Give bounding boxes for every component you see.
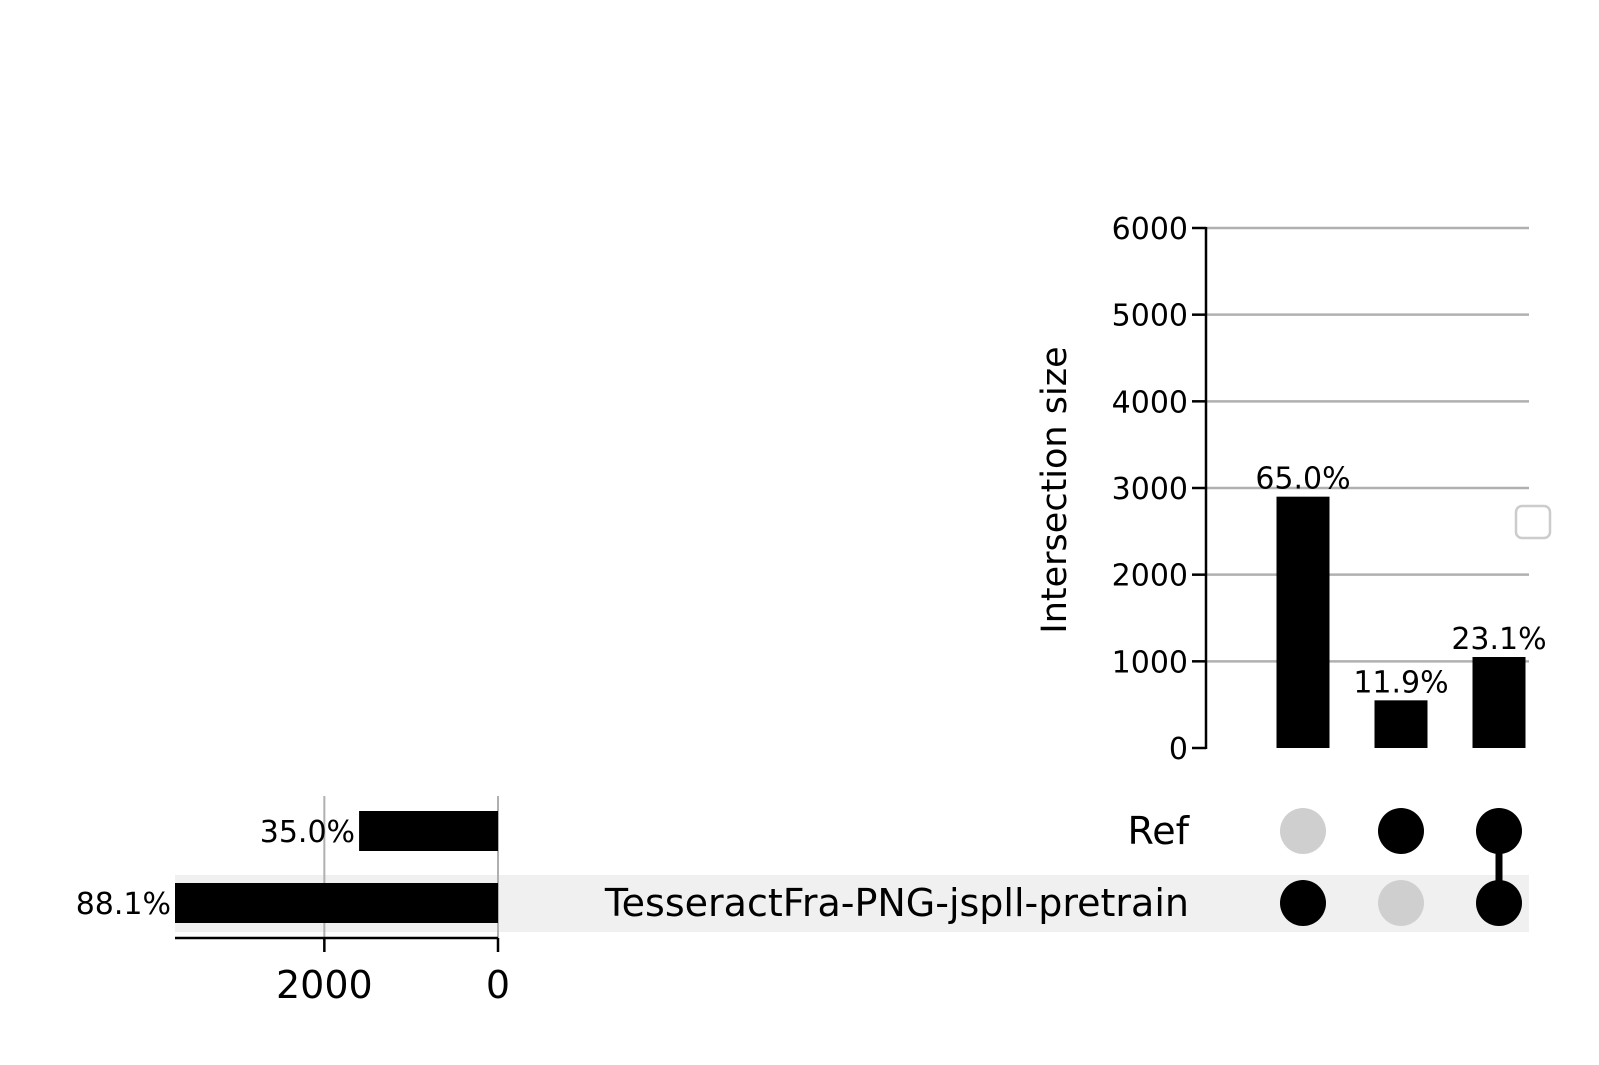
membership-dot-active: [1476, 880, 1522, 926]
intersection-bar-panel: 0 1000 2000 3000 4000 5000 6000 65.0% 11.9%23.1…: [1035, 212, 1547, 767]
intersection-bar: [1374, 700, 1428, 748]
y-tick-label: 6000: [1112, 212, 1188, 247]
set-size-bar: [175, 883, 498, 923]
intersection-bar-label: 11.9%: [1353, 665, 1448, 700]
y-tick-label: 3000: [1112, 472, 1188, 507]
membership-matrix: Ref TesseractFra-PNG-jspll-pretrain: [604, 808, 1522, 926]
intersection-bar: [1472, 657, 1526, 748]
set-size-bar: [359, 811, 498, 851]
set-name-label: TesseractFra-PNG-jspll-pretrain: [604, 881, 1189, 925]
set-size-panel: 0 2000 35.0% 88.1%: [76, 796, 510, 1007]
set-size-tick-label: 0: [486, 963, 510, 1007]
y-tick-label: 1000: [1112, 645, 1188, 680]
set-size-tick-label: 2000: [276, 963, 373, 1007]
set-size-label: 35.0%: [260, 815, 355, 850]
intersection-y-axis-label: Intersection size: [1035, 346, 1075, 633]
y-tick-label: 0: [1169, 732, 1188, 767]
legend-box: [1514, 504, 1552, 540]
membership-dot-active: [1378, 808, 1424, 854]
membership-dot-inactive: [1378, 880, 1424, 926]
intersection-bar: [1276, 496, 1330, 748]
set-size-label: 88.1%: [76, 887, 171, 922]
membership-dot-active: [1476, 808, 1522, 854]
y-tick-label: 5000: [1112, 299, 1188, 334]
intersection-bar-label: 23.1%: [1451, 622, 1546, 657]
set-name-label: Ref: [1128, 809, 1191, 853]
membership-dot-inactive: [1280, 808, 1326, 854]
y-tick-label: 4000: [1112, 385, 1188, 420]
intersection-bar-label: 65.0%: [1255, 462, 1350, 497]
y-tick-label: 2000: [1112, 559, 1188, 594]
membership-dot-active: [1280, 880, 1326, 926]
